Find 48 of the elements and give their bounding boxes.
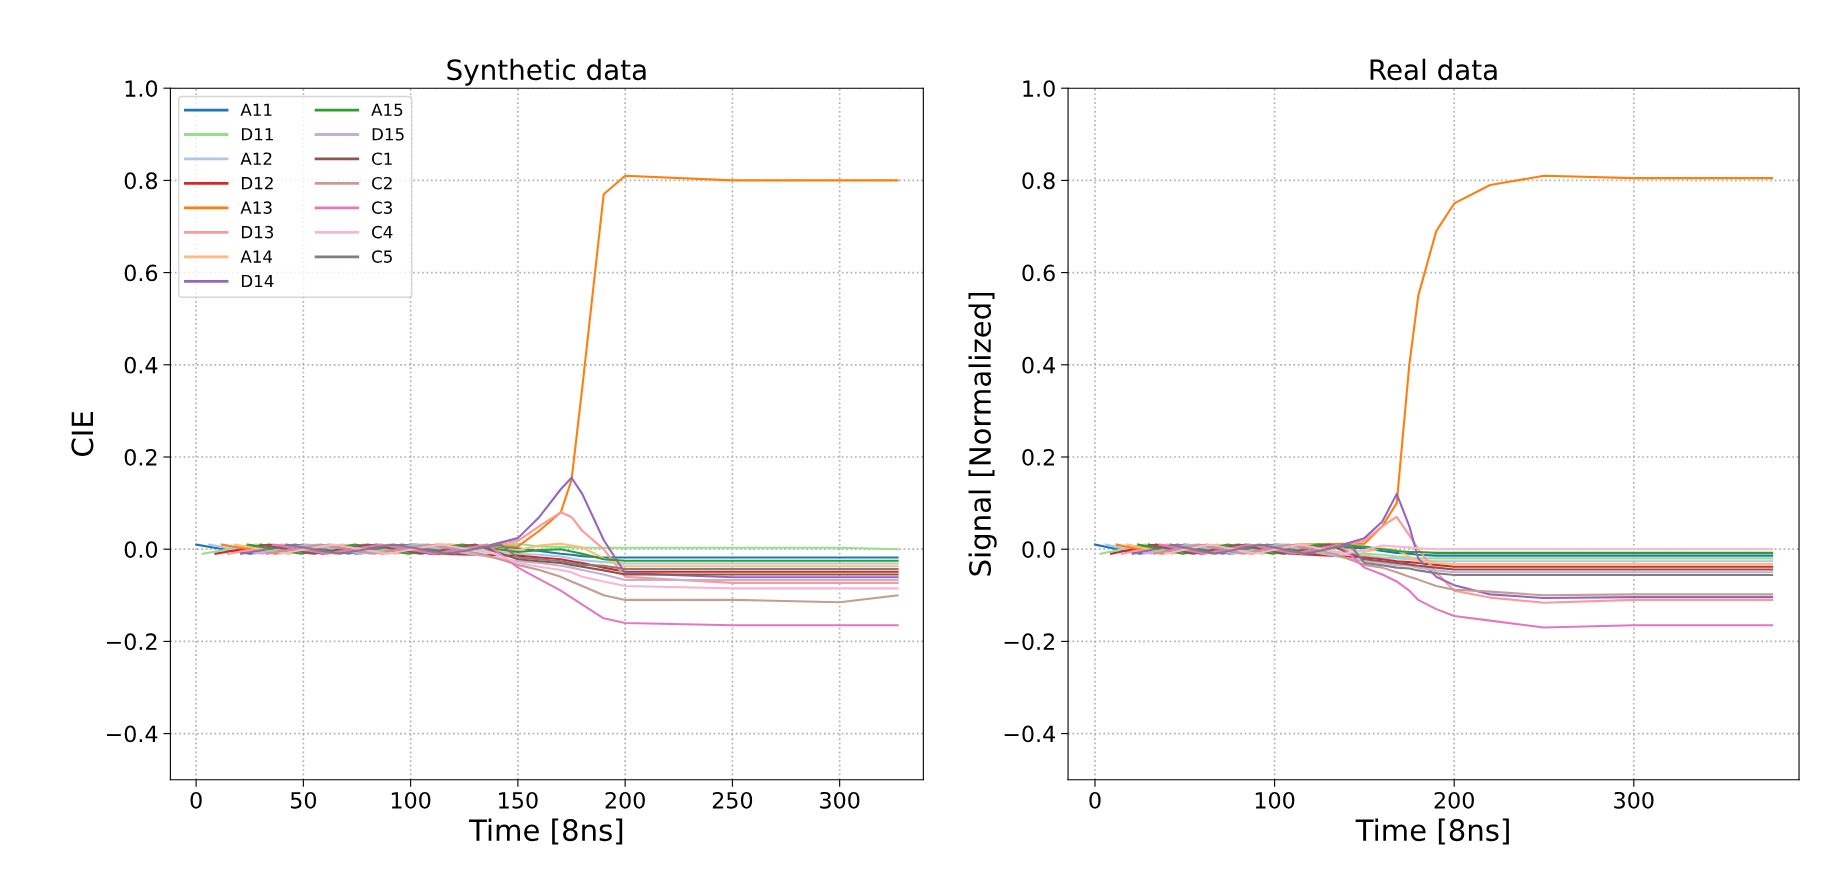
y-tick-label: 0.4 <box>124 356 158 374</box>
x-tick-label: 200 <box>605 791 645 809</box>
chart-title: Synthetic data <box>447 58 646 86</box>
legend-label: C3 <box>372 201 392 214</box>
y-tick-label: −0.4 <box>106 725 158 743</box>
legend-label: C5 <box>372 250 392 263</box>
y-tick-label: 0.2 <box>1022 448 1055 466</box>
y-tick-label: 0.2 <box>124 448 157 466</box>
y-tick-label: −0.2 <box>1004 633 1055 651</box>
x-tick-label: 0 <box>1089 791 1101 809</box>
x-tick-label: 100 <box>1255 791 1295 809</box>
legend-label: A13 <box>240 201 272 214</box>
x-tick-label: 250 <box>712 791 753 809</box>
legend-label: A11 <box>240 103 272 116</box>
y-tick-label: 0.8 <box>1022 172 1055 190</box>
x-axis-title: Time [8ns] <box>1355 818 1509 845</box>
x-tick-label: 200 <box>1434 791 1474 809</box>
y-tick-label: 1.0 <box>125 80 158 97</box>
x-tick-label: 0 <box>190 791 202 809</box>
y-axis-title: Signal [Normalized] <box>968 292 997 576</box>
x-axis-title: Time [8ns] <box>468 818 623 845</box>
y-tick-label: 0.6 <box>124 264 158 282</box>
legend-label: A14 <box>240 250 273 263</box>
x-tick-label: 100 <box>391 791 431 809</box>
legend-label: D13 <box>242 225 274 239</box>
y-tick-label: 0.6 <box>1022 264 1055 282</box>
x-tick-label: 50 <box>290 791 317 809</box>
x-tick-label: 300 <box>820 791 860 809</box>
legend-label: C2 <box>372 176 392 190</box>
y-axis-title: CIE <box>71 412 94 457</box>
legend-label: A12 <box>240 152 272 165</box>
legend-label: D12 <box>242 176 273 190</box>
legend-label: D11 <box>242 128 273 141</box>
legend-label: D15 <box>372 128 404 141</box>
y-tick-label: 0.8 <box>124 172 158 190</box>
x-tick-label: 300 <box>1614 791 1654 809</box>
y-tick-label: 1.0 <box>1023 80 1055 97</box>
legend-label: C4 <box>372 225 393 239</box>
chart-title: Real data <box>1370 58 1497 81</box>
x-tick-label: 150 <box>499 791 538 809</box>
y-tick-label: 0.4 <box>1022 356 1055 374</box>
y-tick-label: 0.0 <box>124 541 158 558</box>
y-tick-label: −0.4 <box>1004 725 1055 743</box>
legend-label: C1 <box>372 152 392 166</box>
y-tick-label: 0.0 <box>1022 541 1055 558</box>
y-tick-label: −0.2 <box>106 633 157 651</box>
legend-label: A15 <box>371 103 403 117</box>
legend-label: D14 <box>242 274 274 288</box>
